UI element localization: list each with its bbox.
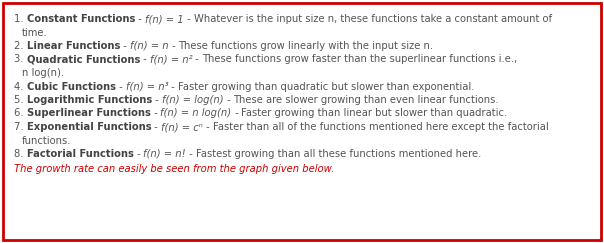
Text: -: - [231,109,242,119]
Text: -: - [193,54,202,64]
Text: Superlinear Functions: Superlinear Functions [27,109,150,119]
Text: -: - [152,95,162,105]
Text: 8.: 8. [14,149,27,159]
Text: -: - [135,14,145,24]
Text: Whatever is the input size n, these functions take a constant amount of: Whatever is the input size n, these func… [193,14,551,24]
Text: -: - [186,149,196,159]
Text: 7.: 7. [14,122,27,132]
Text: f(n) = n²: f(n) = n² [150,54,193,64]
Text: Constant Functions: Constant Functions [27,14,135,24]
Text: These functions grow linearly with the input size n.: These functions grow linearly with the i… [179,41,434,51]
Text: Faster growing than linear but slower than quadratic.: Faster growing than linear but slower th… [242,109,508,119]
Text: -: - [184,14,193,24]
Text: Linear Functions: Linear Functions [27,41,120,51]
Text: 5.: 5. [14,95,27,105]
Text: -: - [120,41,130,51]
Text: -: - [150,109,161,119]
Text: Exponential Functions: Exponential Functions [27,122,152,132]
Text: f(n) = n³: f(n) = n³ [126,81,168,92]
Text: Faster growing than quadratic but slower than exponential.: Faster growing than quadratic but slower… [178,81,475,92]
Text: Cubic Functions: Cubic Functions [27,81,115,92]
Text: Quadratic Functions: Quadratic Functions [27,54,140,64]
Text: -: - [223,95,233,105]
Text: 2.: 2. [14,41,27,51]
Text: Fastest growing than all these functions mentioned here.: Fastest growing than all these functions… [196,149,481,159]
Text: f(n) = n log(n): f(n) = n log(n) [161,109,231,119]
Text: n log(n).: n log(n). [22,68,64,78]
Text: -: - [115,81,126,92]
Text: functions.: functions. [22,136,71,146]
Text: 4.: 4. [14,81,27,92]
Text: -: - [140,54,150,64]
Text: Factorial Functions: Factorial Functions [27,149,133,159]
Text: -: - [152,122,161,132]
Text: 3.: 3. [14,54,27,64]
Text: These functions grow faster than the superlinear functions i.e.,: These functions grow faster than the sup… [202,54,518,64]
Text: f(n) = n!: f(n) = n! [143,149,186,159]
Text: f(n) = 1: f(n) = 1 [145,14,184,24]
Text: -: - [133,149,143,159]
Text: f(n) = cⁿ: f(n) = cⁿ [161,122,203,132]
Text: 1.: 1. [14,14,27,24]
Text: f(n) = n: f(n) = n [130,41,169,51]
Text: Logarithmic Functions: Logarithmic Functions [27,95,152,105]
Text: -: - [169,41,179,51]
Text: These are slower growing than even linear functions.: These are slower growing than even linea… [233,95,499,105]
Text: 6.: 6. [14,109,27,119]
Text: The growth rate can easily be seen from the graph given below.: The growth rate can easily be seen from … [14,165,334,174]
Text: Faster than all of the functions mentioned here except the factorial: Faster than all of the functions mention… [213,122,548,132]
Text: -: - [203,122,213,132]
Text: f(n) = log(n): f(n) = log(n) [162,95,223,105]
Text: -: - [168,81,178,92]
Text: time.: time. [22,27,48,37]
